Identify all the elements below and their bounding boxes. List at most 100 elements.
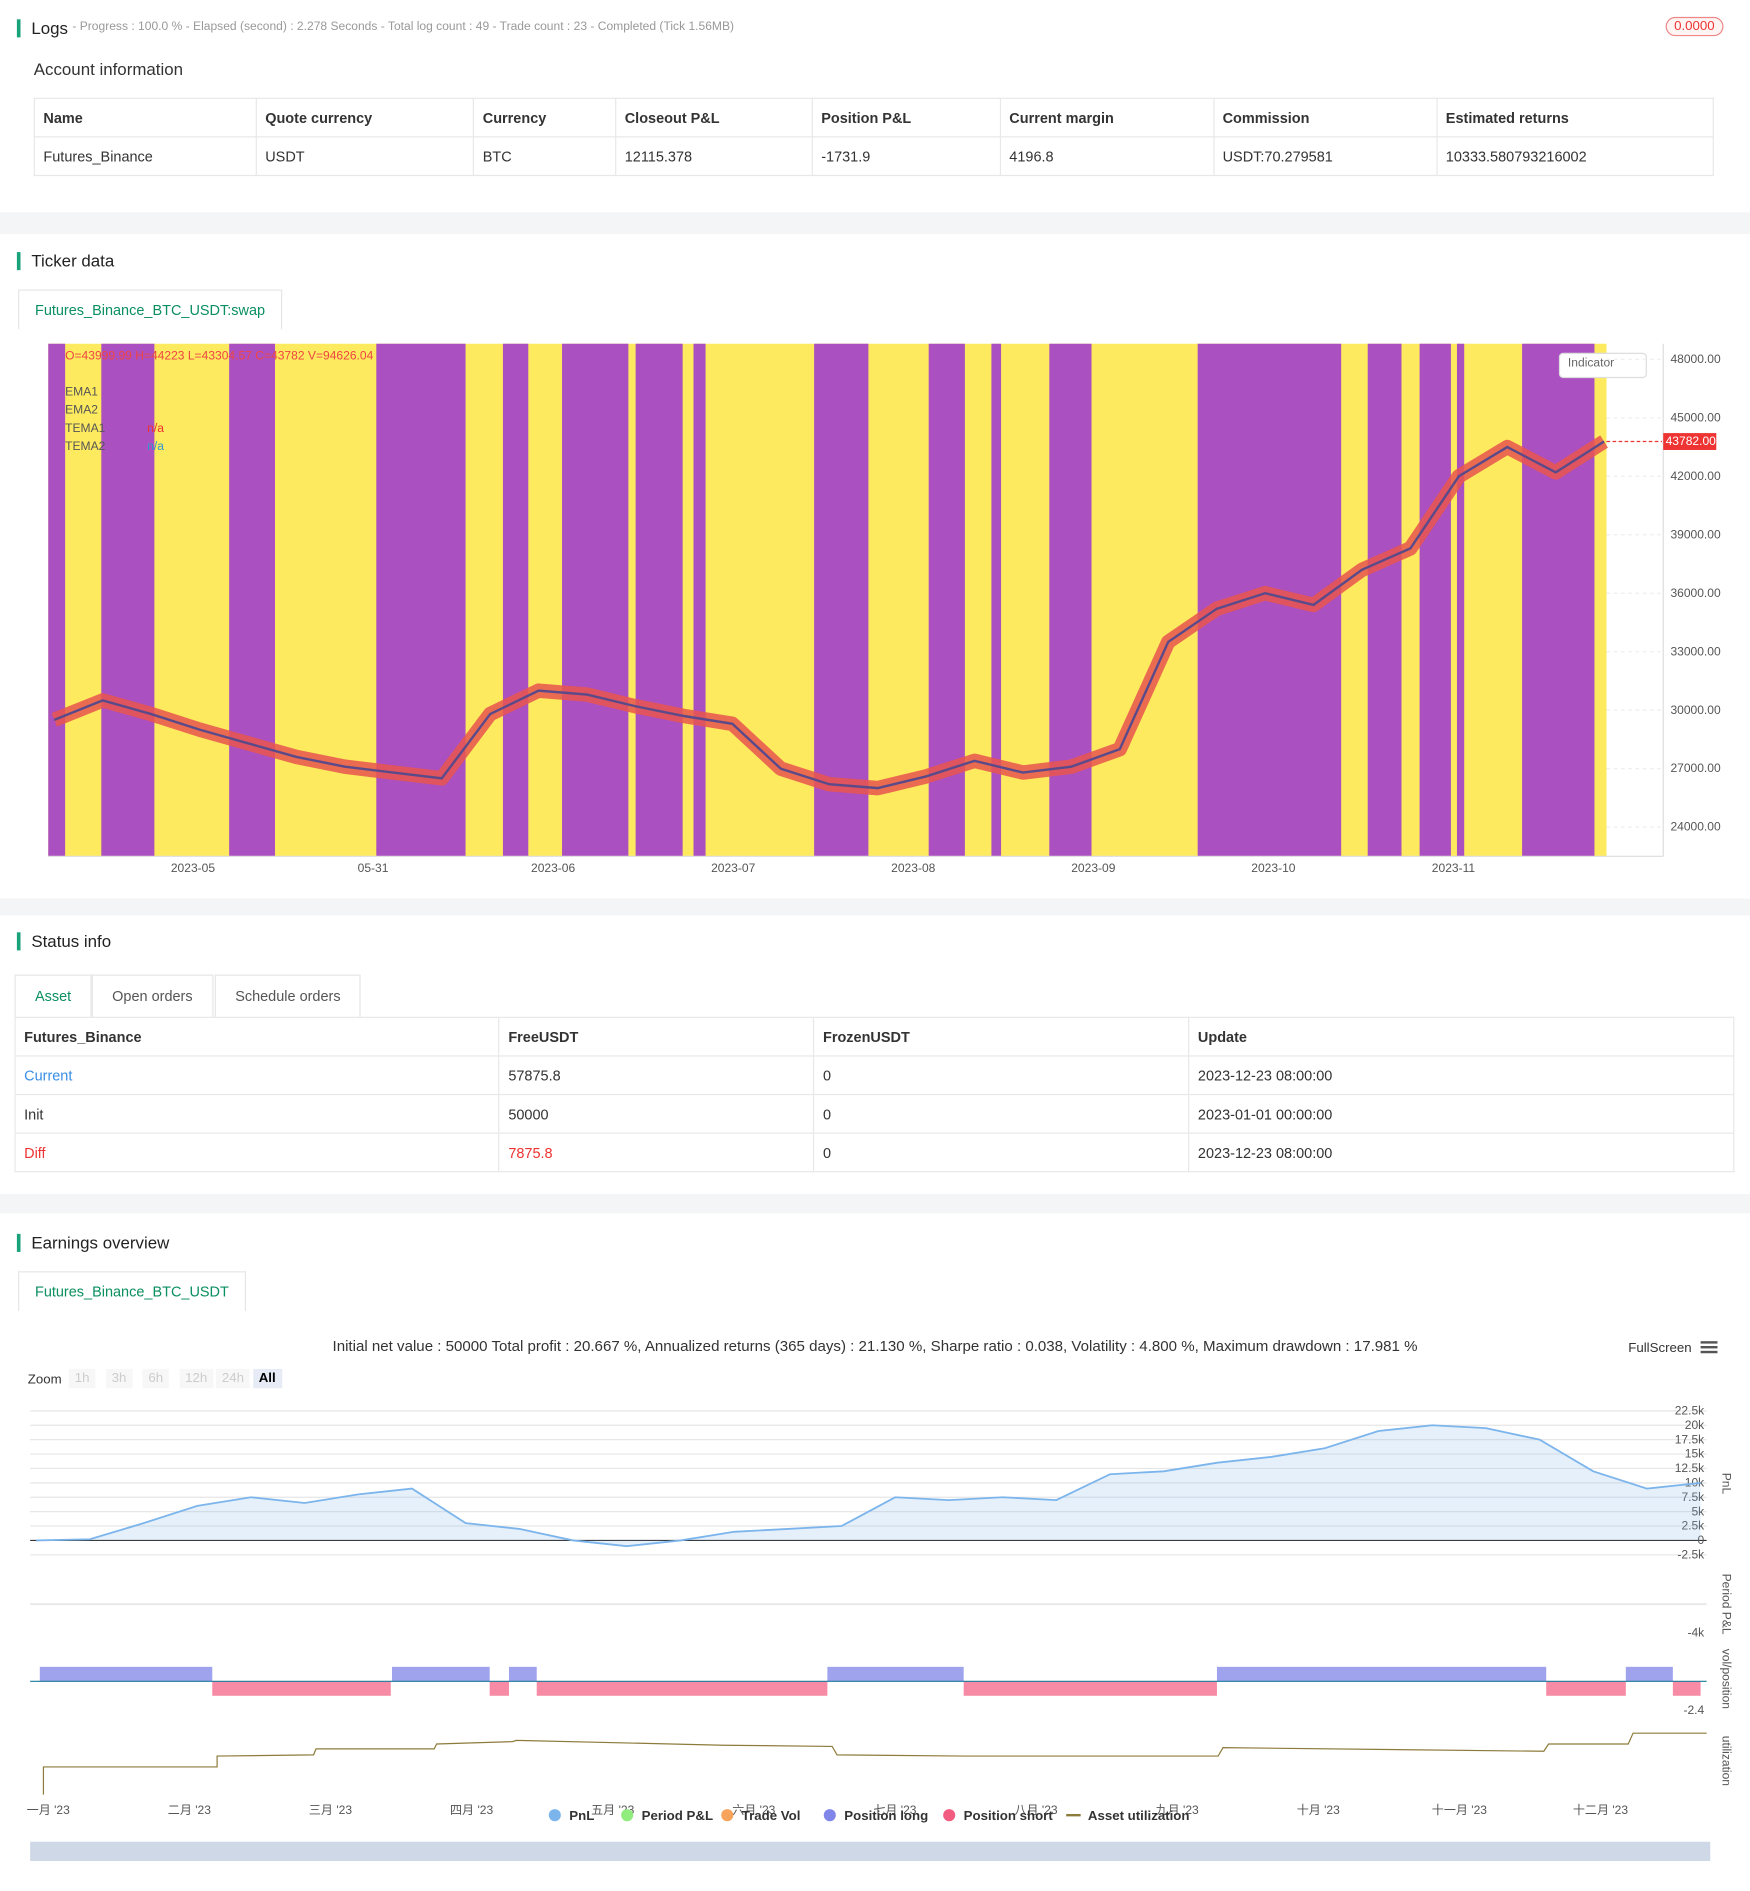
cell: 50000 xyxy=(498,1093,815,1134)
menu-icon[interactable] xyxy=(1700,1341,1718,1344)
y-tick-label: 5k xyxy=(1691,1504,1705,1518)
y-tick-label: 7.5k xyxy=(1681,1490,1705,1504)
legend-marker xyxy=(621,1809,634,1822)
earnings-title: Earnings overview xyxy=(16,1233,169,1252)
cell: Futures_Binance xyxy=(33,136,257,177)
legend-entry: TEMA1 xyxy=(65,422,106,436)
price-tag-label: 43782.00 xyxy=(1666,434,1717,448)
cell: USDT:70.279581 xyxy=(1212,136,1438,177)
x-tick-label: 六月 '23 xyxy=(732,1803,775,1817)
cell: 2023-12-23 08:00:00 xyxy=(1188,1132,1735,1173)
legend-marker xyxy=(548,1809,561,1822)
legend-marker xyxy=(721,1809,734,1822)
badge: 0.0000 xyxy=(1665,16,1724,37)
y-tick-label: 2.5k xyxy=(1681,1519,1705,1533)
status-table: Futures_Binance FreeUSDT FrozenUSDT Update C… xyxy=(14,1016,1735,1173)
pnl-area xyxy=(36,1425,1701,1547)
cell: Current xyxy=(14,1055,500,1096)
ohlc: O=43999.99 H=44223 L=43304.57 C=43782 V=… xyxy=(65,349,374,364)
x-tick-label: 2023-07 xyxy=(711,861,756,875)
indicator[interactable]: Indicator xyxy=(1567,357,1615,371)
regime-bands xyxy=(48,343,1607,857)
account-table: Name Quote currency Currency Closeout P&L Po… xyxy=(33,97,1714,177)
legend-label: Position short xyxy=(964,1808,1054,1823)
tab[interactable]: Futures_Binance_BTC_USDT:swap xyxy=(18,289,282,330)
zoom-button[interactable]: 24h xyxy=(215,1368,251,1389)
x-tick-label: 2023-11 xyxy=(1432,861,1476,875)
tab[interactable]: Open orders xyxy=(91,974,214,1017)
legend-entry: TEMA2 xyxy=(65,440,106,454)
x-tick-label: 05-31 xyxy=(358,861,389,875)
cell: 10333.580793216002 xyxy=(1436,136,1714,177)
legend-label: Trade Vol xyxy=(742,1808,801,1823)
tab[interactable]: Asset xyxy=(14,974,92,1017)
y-tick-label: 24000.00 xyxy=(1670,820,1721,834)
x-tick-label: 2023-08 xyxy=(891,861,936,875)
y-tick-label: 36000.00 xyxy=(1670,586,1721,600)
y-tick-label: 12.5k xyxy=(1675,1461,1705,1475)
y-tick-label: 22.5k xyxy=(1675,1403,1705,1417)
fullscreen[interactable]: FullScreen xyxy=(1628,1341,1692,1356)
zoom-button[interactable]: 1h xyxy=(68,1368,96,1389)
legend-label: Position long xyxy=(844,1808,928,1823)
legend-marker xyxy=(943,1809,956,1822)
cell: 0 xyxy=(813,1132,1190,1173)
axis-title: PnL xyxy=(1719,1473,1733,1495)
tab[interactable]: Schedule orders xyxy=(214,974,362,1017)
zoom-button[interactable]: 12h xyxy=(179,1368,214,1389)
x-tick-label: 二月 '23 xyxy=(168,1803,211,1817)
cell: Diff xyxy=(14,1132,500,1173)
y-tick-label: 27000.00 xyxy=(1670,761,1721,775)
x-tick-label: 2023-10 xyxy=(1251,861,1296,875)
tab[interactable]: Futures_Binance_BTC_USDT xyxy=(18,1271,246,1312)
y-tick-label: 39000.00 xyxy=(1670,527,1721,541)
y-tick-label: 42000.00 xyxy=(1670,469,1721,483)
legend-entry: EMA2 xyxy=(65,404,98,418)
column-header: Name xyxy=(33,97,257,138)
y-tick-label: 10k xyxy=(1685,1475,1705,1489)
cell: Init xyxy=(14,1093,500,1134)
zoom-button[interactable]: 6h xyxy=(142,1368,170,1389)
x-tick-label: 四月 '23 xyxy=(450,1803,493,1817)
x-tick-label: 一月 '23 xyxy=(27,1803,70,1817)
row: Init 50000 0 2023-01-01 00:00:00 xyxy=(14,1093,1735,1134)
y-tick-label: 33000.00 xyxy=(1670,644,1721,658)
x-tick-label: 十月 '23 xyxy=(1297,1803,1340,1817)
legend-label: Period P&L xyxy=(642,1808,713,1823)
navigator[interactable] xyxy=(30,1841,1711,1862)
logs-title: Logs xyxy=(16,19,68,38)
separator xyxy=(0,1194,1750,1214)
x-tick-label: 七月 '23 xyxy=(873,1803,916,1817)
x-tick-label: 九月 '23 xyxy=(1156,1803,1199,1817)
price-tag xyxy=(1663,433,1717,450)
cell: -1731.9 xyxy=(811,136,1001,177)
utilization-line xyxy=(42,1732,1707,1795)
row: Diff 7875.8 0 2023-12-23 08:00:00 xyxy=(14,1132,1735,1173)
account-title: Account information xyxy=(33,59,184,79)
column-header: Futures_Binance xyxy=(14,1016,500,1057)
cell: 4196.8 xyxy=(999,136,1215,177)
x-tick-label: 十二月 '23 xyxy=(1573,1803,1628,1817)
x-tick-label: 2023-06 xyxy=(531,861,576,875)
pnl-line xyxy=(36,1424,1701,1548)
cell: USDT xyxy=(255,136,475,177)
separator xyxy=(0,212,1750,234)
legend-value: n/a xyxy=(147,422,164,436)
zoom-button[interactable]: 3h xyxy=(105,1368,133,1389)
cell: 12115.378 xyxy=(615,136,813,177)
cell: 7875.8 xyxy=(498,1132,815,1173)
logs-status: - Progress : 100.0 % - Elapsed (second) … xyxy=(72,20,735,34)
row: Current 57875.8 0 2023-12-23 08:00:00 xyxy=(14,1055,1735,1096)
x-tick-label: 三月 '23 xyxy=(309,1803,352,1817)
cell: 0 xyxy=(813,1093,1190,1134)
x-tick-label: 2023-05 xyxy=(171,861,216,875)
row: Futures_Binance USDT BTC 12115.378 -1731.9 41… xyxy=(33,136,1714,177)
y-tick-label: 17.5k xyxy=(1675,1432,1705,1446)
zoom-button[interactable]: All xyxy=(252,1368,282,1389)
cell: 2023-01-01 00:00:00 xyxy=(1188,1093,1735,1134)
axis-title: Period P&L xyxy=(1719,1574,1733,1635)
cell: BTC xyxy=(473,136,617,177)
y-tick-label: 15k xyxy=(1685,1447,1705,1461)
